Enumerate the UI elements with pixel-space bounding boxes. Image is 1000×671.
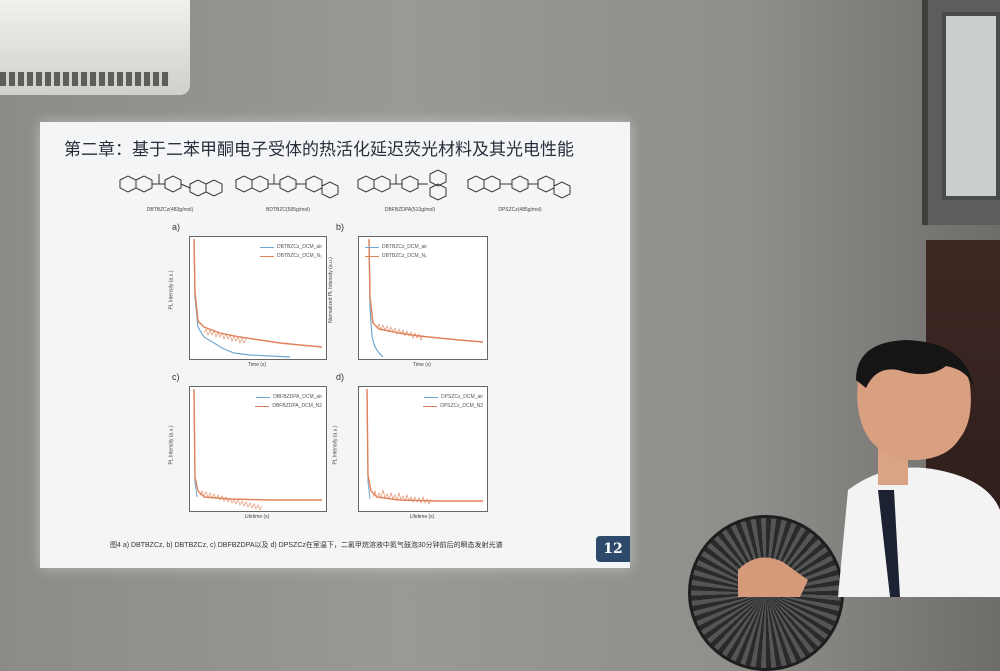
legend-entry: DPSZCz_DCM_N2 <box>440 403 483 409</box>
y-axis-label: PL Intensity (a.u.) <box>168 425 175 465</box>
x-axis-label: Time (s) <box>412 362 432 368</box>
legend-entry: DPSZCz_DCM_air <box>441 394 483 400</box>
decay-plot <box>368 238 484 358</box>
legend: DPSZCz_DCM_air DPSZCz_DCM_N2 <box>423 393 483 411</box>
slide-title: 第二章：基于二苯甲酮电子受体的热活化延迟荧光材料及其光电性能 <box>64 140 574 160</box>
legend: DBTBZCz_DCM_air DBTBZCz_DCM_N₂ <box>365 243 427 261</box>
panel-letter: d) <box>336 372 345 382</box>
x-axis-label: Lifetime (s) <box>409 514 435 520</box>
legend-entry: DBFBZDPA_DCM_N2 <box>272 403 322 409</box>
legend-entry: DBTBZCz_DCM_air <box>276 244 322 250</box>
decay-plot <box>193 388 322 511</box>
molecule-4: DPSZCz(485g/mol) <box>460 166 580 214</box>
panel-letter: a) <box>172 222 181 232</box>
panel-a: a) PL Intensity (a.u.) DBTBZCz_DCM_air D… <box>168 222 337 372</box>
y-axis-label: PL Intensity (a.u.) <box>332 425 339 465</box>
panel-d: d) PL Intensity (a.u.) DPSZCz_DCM_air DP… <box>332 372 501 532</box>
molecule-label: DBFBZDPA(513g/mol) <box>384 207 436 213</box>
x-axis-label: Lifetime (s) <box>244 514 270 520</box>
figure-caption: 图4 a) DBTBZCz, b) DBTBZCz, c) DBFBZDPA以及… <box>110 542 503 549</box>
legend: DBFBZDPA_DCM_air DBFBZDPA_DCM_N2 <box>255 393 322 411</box>
x-axis-label: Time (s) <box>247 362 267 368</box>
molecule-label: DPSZCz(485g/mol) <box>498 207 542 213</box>
panel-letter: c) <box>172 372 180 382</box>
air-conditioner <box>0 0 190 95</box>
molecule-2: BDTBZC(595g/mol) <box>228 166 348 214</box>
plot-area: DPSZCz_DCM_air DPSZCz_DCM_N2 <box>358 386 488 512</box>
window <box>922 0 1000 225</box>
projected-slide: 第二章：基于二苯甲酮电子受体的热活化延迟荧光材料及其光电性能 DBTBZCz(4… <box>40 122 630 568</box>
plot-area: DBFBZDPA_DCM_air DBFBZDPA_DCM_N2 <box>189 386 327 512</box>
page-number-badge: 12 <box>596 536 630 562</box>
legend-entry: DBFBZDPA_DCM_air <box>273 394 322 400</box>
plot-area: DBTBZCz_DCM_air DBTBZCz_DCM_N₂ <box>358 236 488 360</box>
plot-area: DBTBZCz_DCM_air DBTBZCz_DCM_N₂ <box>189 236 327 360</box>
molecule-label: DBTBZCz(483g/mol) <box>146 207 194 213</box>
panel-b: b) Normalized PL Intensity (a.u.) DBTBZC… <box>328 222 501 372</box>
y-axis-label: PL Intensity (a.u.) <box>168 270 175 310</box>
molecule-1: DBTBZCz(483g/mol) <box>110 166 230 214</box>
legend-entry: DBTBZCz_DCM_air <box>382 244 428 250</box>
panel-letter: b) <box>336 222 345 232</box>
legend-entry: DBTBZCz_DCM_N₂ <box>277 253 322 259</box>
presenter <box>738 340 1000 597</box>
molecule-label: BDTBZC(595g/mol) <box>266 207 310 213</box>
legend: DBTBZCz_DCM_air DBTBZCz_DCM_N₂ <box>259 243 322 261</box>
y-axis-label: Normalized PL Intensity (a.u.) <box>327 257 334 323</box>
molecule-3: DBFBZDPA(513g/mol) <box>350 166 470 214</box>
decay-plot <box>193 238 323 358</box>
panel-c: c) PL Intensity (a.u.) DBFBZDPA_DCM_air … <box>168 372 337 532</box>
legend-entry: DBTBZCz_DCM_N₂ <box>382 253 427 259</box>
decay-plot <box>366 388 483 505</box>
